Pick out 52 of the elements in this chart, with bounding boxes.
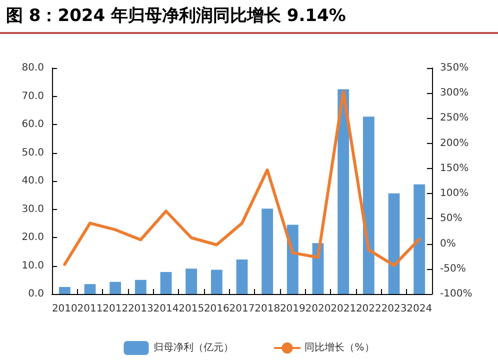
bar [134, 280, 146, 294]
x-tick-label: 2019 [280, 304, 306, 314]
bar [84, 284, 96, 294]
y-tick-label: 60.0 [22, 119, 44, 130]
chart-title: 图 8：2024 年归母净利润同比增长 9.14% [0, 0, 498, 34]
bar [186, 268, 198, 294]
x-tick-label: 2020 [305, 304, 331, 314]
x-tick-label: 2021 [330, 304, 356, 314]
x-tick-label: 2017 [229, 304, 255, 314]
y2-tick-label: 300% [440, 88, 469, 99]
bar [160, 272, 172, 294]
y2-tick-label: -50% [440, 263, 466, 274]
y2-tick-label: -100% [440, 288, 472, 300]
bar [388, 193, 400, 294]
bar [286, 224, 298, 294]
y2-tick-label: 0% [440, 238, 456, 250]
bar [262, 208, 274, 294]
bar [236, 260, 248, 294]
y-tick-label: 10.0 [22, 260, 44, 272]
y2-tick-label: 50% [440, 213, 462, 224]
y-tick-label: 70.0 [22, 90, 44, 102]
x-tick-label: 2016 [204, 304, 230, 314]
x-tick-label: 2013 [128, 304, 154, 314]
x-tick-label: 2022 [356, 304, 382, 314]
y2-tick-label: 250% [440, 112, 469, 124]
bar [338, 89, 350, 294]
x-tick-label: 2023 [381, 304, 407, 314]
x-tick-label: 2014 [153, 304, 179, 314]
bar [362, 116, 374, 294]
bar [58, 286, 70, 294]
y-tick-label: 0.0 [28, 288, 44, 300]
bar [210, 270, 222, 294]
y-tick-label: 50.0 [22, 147, 44, 158]
y-tick-label: 40.0 [22, 176, 44, 186]
x-tick-label: 2018 [254, 304, 280, 314]
x-tick-label: 2012 [102, 304, 128, 314]
legend-label: 同比增长（%） [304, 342, 374, 354]
line-series [63, 90, 421, 267]
y2-tick-label: 150% [440, 162, 469, 174]
y-tick-label: 80.0 [22, 62, 44, 74]
x-tick-label: 2024 [406, 304, 432, 314]
y2-tick-label: 100% [440, 188, 469, 200]
y-tick-label: 20.0 [22, 232, 44, 243]
x-tick-label: 2010 [52, 304, 78, 314]
x-tick-label: 2015 [178, 304, 204, 314]
legend-label: 归母净利（亿元） [154, 342, 234, 354]
x-tick-label: 2011 [77, 304, 103, 314]
bar [414, 184, 426, 294]
bar [110, 282, 122, 294]
y-tick-label: 30.0 [22, 204, 44, 215]
y2-tick-label: 200% [440, 138, 469, 149]
y2-tick-label: 350% [440, 62, 469, 74]
